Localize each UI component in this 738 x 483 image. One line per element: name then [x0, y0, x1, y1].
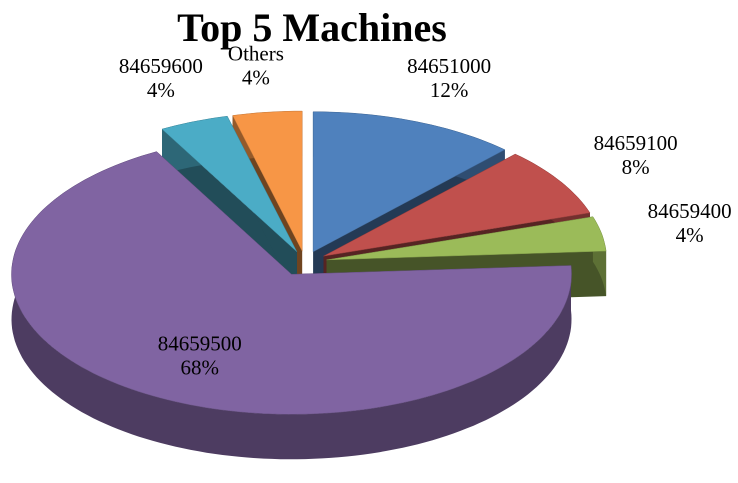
slice-label: 84659500 [158, 332, 242, 356]
slice-value-label: 12% [430, 78, 469, 102]
slice-label: 84651000 [407, 54, 491, 78]
slice-top [326, 216, 607, 261]
slice-label: 84659400 [648, 199, 732, 223]
slice-top [232, 110, 303, 252]
slice-label: 84659100 [594, 131, 678, 155]
slice-value-label: 68% [181, 356, 220, 380]
chart-title: Top 5 Machines [177, 5, 447, 50]
slice-value-label: 4% [147, 78, 175, 102]
slice-value-label: 4% [676, 223, 704, 247]
slice-label: 84659600 [119, 54, 203, 78]
slice-top [161, 115, 298, 252]
slice-value-label: 8% [622, 155, 650, 179]
slice-top [312, 111, 506, 253]
slice-top [11, 151, 572, 415]
slice-label: Others [228, 42, 284, 66]
slice-top [323, 153, 591, 257]
slice-value-label: 4% [242, 66, 270, 90]
pie-slice [11, 151, 572, 460]
